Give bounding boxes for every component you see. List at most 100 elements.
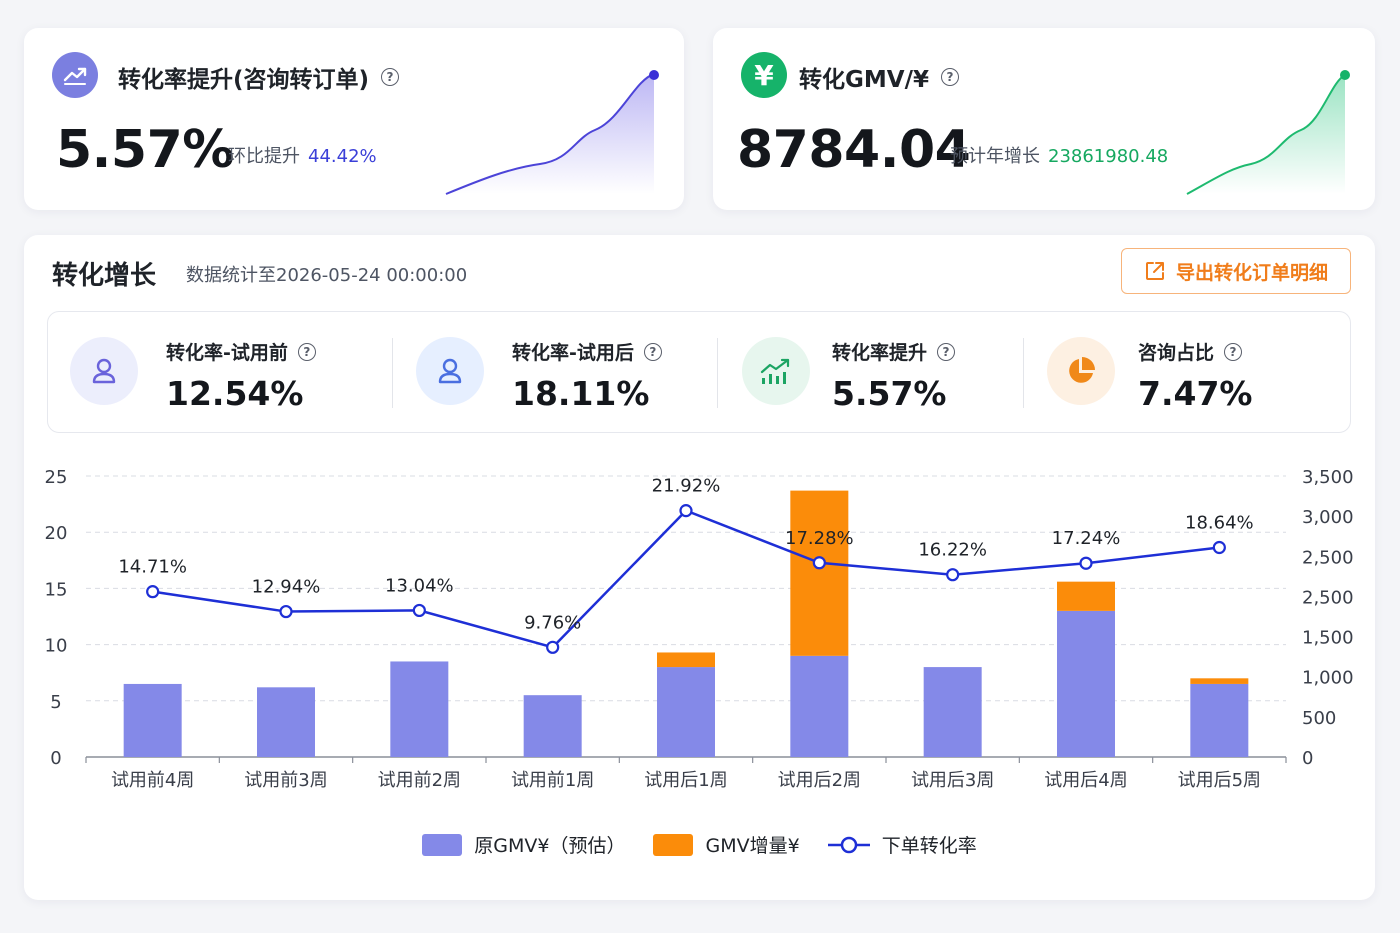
x-tick-label: 试用后2周	[778, 770, 861, 791]
y-left-tick-label: 10	[45, 636, 68, 657]
conversion-rate-point	[546, 640, 560, 654]
section-title: 转化增长	[52, 261, 157, 291]
y-right-tick-label: 2,500	[1302, 587, 1354, 608]
data-label: 9.76%	[524, 612, 581, 633]
export-orders-button[interactable]: 导出转化订单明细	[1121, 248, 1351, 294]
sparkline-chart	[1186, 70, 1350, 195]
sparkline-chart	[445, 70, 659, 195]
kpi-value: 8784.04	[737, 120, 971, 180]
bar-base-gmv	[123, 683, 182, 757]
stat-value: 12.54%	[166, 374, 304, 413]
help-icon[interactable]: ?	[381, 68, 400, 86]
legend-line-marker	[827, 836, 870, 853]
user-icon	[70, 337, 138, 405]
bar-base-gmv	[1057, 610, 1115, 757]
conversion-rate-point	[146, 585, 160, 599]
help-icon[interactable]: ?	[937, 342, 956, 361]
data-label: 21.92%	[652, 476, 721, 497]
legend-label: 原GMV¥（预估）	[474, 835, 626, 857]
kpi-sub-value: 23861980.48	[1048, 146, 1169, 167]
bar-gmv-increment	[657, 652, 715, 668]
sparkline-line	[445, 73, 655, 195]
stat-label: 转化率提升	[832, 342, 928, 364]
pie-icon	[1047, 337, 1115, 405]
conversion-rate-point	[812, 556, 826, 570]
export-button-label: 导出转化订单明细	[1175, 261, 1328, 284]
help-icon[interactable]: ?	[940, 68, 959, 86]
stat-label: 咨询占比	[1138, 342, 1215, 364]
external-link-icon	[1145, 262, 1164, 280]
y-right-tick-label: 500	[1302, 708, 1336, 729]
sparkline-endpoint	[649, 70, 659, 80]
data-label: 18.64%	[1185, 512, 1254, 533]
y-left-tick-label: 0	[50, 748, 61, 769]
x-tick-label: 试用前4周	[111, 770, 194, 791]
section-subtitle: 数据统计至2026-05-24 00:00:00	[186, 265, 468, 286]
divider	[392, 338, 393, 408]
legend-label: 下单转化率	[881, 835, 977, 857]
data-label: 13.04%	[385, 575, 454, 596]
y-right-tick-label: 2,500	[1302, 547, 1354, 568]
bar-gmv-increment	[790, 490, 849, 656]
help-icon[interactable]: ?	[643, 342, 662, 361]
kpi-subline: 环比提升 44.42%	[228, 142, 377, 168]
stat-label: 转化率-试用前	[166, 342, 288, 364]
x-tick-label: 试用前3周	[244, 770, 327, 791]
help-icon[interactable]: ?	[1224, 342, 1243, 361]
user-icon	[416, 337, 484, 405]
y-right-tick-label: 3,500	[1302, 467, 1354, 488]
kpi-sub-value: 44.42%	[308, 146, 377, 167]
bar-base-gmv	[257, 687, 315, 757]
kpi-card-gmv: ¥ 转化GMV/¥ ? 8784.04 预计年增长 23861980.48	[713, 28, 1375, 210]
y-left-tick-label: 20	[45, 523, 68, 544]
yen-icon: ¥	[741, 52, 787, 98]
chart-legend: 原GMV¥（预估） GMV增量¥ 下单转化率	[24, 831, 1375, 858]
stat-value: 18.11%	[512, 374, 650, 413]
x-tick-label: 试用前2周	[378, 770, 461, 791]
legend-item-gmv-increment[interactable]: GMV增量¥	[653, 831, 800, 858]
conversion-rate-point	[412, 603, 426, 618]
data-label: 12.94%	[252, 577, 321, 598]
legend-swatch	[653, 833, 694, 856]
y-left-tick-label: 25	[45, 467, 68, 488]
sparkline-endpoint	[1340, 70, 1350, 80]
x-tick-label: 试用后3周	[911, 770, 994, 791]
divider	[1023, 338, 1024, 408]
data-label: 17.28%	[785, 528, 854, 549]
sparkline-area	[1187, 75, 1345, 194]
y-right-tick-label: 1,500	[1302, 628, 1354, 649]
bar-base-gmv	[923, 667, 982, 757]
help-icon[interactable]: ?	[297, 342, 316, 361]
conversion-growth-panel: 转化增长 数据统计至2026-05-24 00:00:00 导出转化订单明细 转…	[24, 235, 1375, 900]
x-tick-label: 试用前1周	[511, 770, 594, 791]
data-label: 14.71%	[118, 557, 187, 578]
bar-base-gmv	[1190, 683, 1249, 757]
legend-label: GMV增量¥	[705, 835, 800, 857]
x-tick-label: 试用后1周	[644, 770, 727, 791]
sparkline-line	[1186, 74, 1346, 195]
bar-gmv-increment	[1190, 678, 1249, 684]
data-label: 17.24%	[1052, 528, 1121, 549]
conversion-rate-point	[679, 504, 693, 518]
bar-base-gmv	[523, 695, 582, 757]
stat-label: 转化率-试用后	[512, 342, 634, 364]
legend-item-conversion-rate[interactable]: 下单转化率	[827, 831, 977, 858]
divider	[717, 338, 718, 408]
kpi-title: 转化率提升(咨询转订单)	[118, 67, 370, 93]
kpi-subline: 预计年增长 23861980.48	[950, 142, 1168, 168]
legend-swatch	[422, 833, 463, 856]
legend-item-base-gmv[interactable]: 原GMV¥（预估）	[422, 831, 625, 858]
bar-gmv-increment	[1057, 581, 1115, 611]
y-left-tick-label: 5	[50, 692, 61, 713]
trend-up-icon	[52, 52, 98, 98]
y-left-tick-label: 15	[45, 579, 68, 600]
kpi-sub-label: 环比提升	[228, 146, 300, 167]
y-right-tick-label: 0	[1302, 748, 1313, 769]
x-tick-label: 试用后5周	[1178, 770, 1261, 791]
conversion-chart: 0 5 10 15 20 25 0 500 1,000 1,500 2,500 2,500 3,000 3…	[45, 467, 1354, 791]
stat-value: 5.57%	[832, 374, 947, 413]
conversion-rate-point	[1079, 556, 1093, 570]
conversion-rate-point	[279, 604, 293, 619]
bar-base-gmv	[390, 661, 449, 757]
kpi-value: 5.57%	[56, 120, 234, 180]
